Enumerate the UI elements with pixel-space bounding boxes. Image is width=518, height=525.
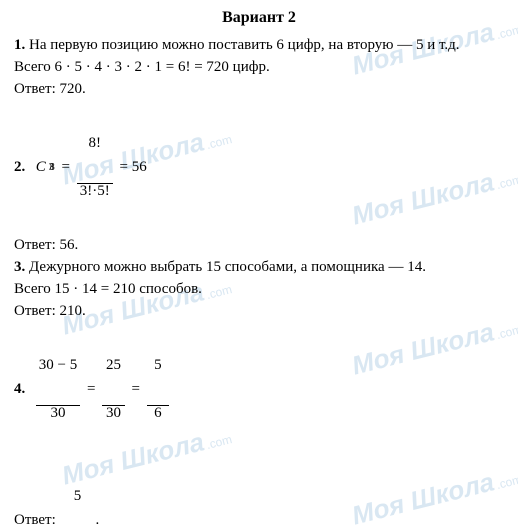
p3-answer: Ответ: 210. xyxy=(14,301,504,323)
p4-ans-pre: Ответ: xyxy=(14,510,63,525)
p1-line1: 1. На первую позицию можно поставить 6 ц… xyxy=(14,35,504,57)
p2-C: C xyxy=(36,157,46,179)
p2-sub: 8 xyxy=(50,161,55,176)
p3-line1: 3. Дежурного можно выбрать 15 способами,… xyxy=(14,257,504,279)
p2-eq1: = xyxy=(58,157,74,179)
p1-text1: На первую позицию можно поставить 6 цифр… xyxy=(25,37,459,53)
p4-ans-post: . xyxy=(92,510,100,525)
p4-answer: Ответ: 5 6 . xyxy=(14,457,504,525)
p4-f2d: 30 xyxy=(102,405,125,422)
p4-eq2: = xyxy=(128,379,144,401)
p1-num: 1. xyxy=(14,37,25,53)
p2-frac1-den: 3!·5! xyxy=(77,183,113,200)
p4-f2n: 25 xyxy=(102,358,125,374)
p4-f3n: 5 xyxy=(147,358,170,374)
p4-eq1: = xyxy=(83,379,99,401)
title: Вариант 2 xyxy=(14,6,504,29)
p4-f3d: 6 xyxy=(147,405,170,422)
p4-frac2: 25 30 xyxy=(102,326,125,453)
page: Вариант 2 1. На первую позицию можно пос… xyxy=(0,0,518,525)
p4-num: 4. xyxy=(14,379,33,401)
p4-f1d: 30 xyxy=(36,405,80,422)
p2-frac1-num: 8! xyxy=(77,136,113,152)
p4-f1n: 30 − 5 xyxy=(36,358,80,374)
p4-line1: 4. 30 − 5 30 = 25 30 = 5 6 xyxy=(14,326,504,453)
p4-frac3: 5 6 xyxy=(147,326,170,453)
p3-line2: Всего 15 · 14 = 210 способов. xyxy=(14,279,504,301)
p1-answer: Ответ: 720. xyxy=(14,79,504,101)
p2-num: 2. xyxy=(14,157,33,179)
p3-num: 3. xyxy=(14,259,25,275)
p2-eq2: = 56 xyxy=(116,157,147,179)
p2-line1: 2. C38 = 8! 3!·5! = 56 xyxy=(14,104,504,231)
p4-ans-frac: 5 6 xyxy=(66,457,89,525)
p3-text1: Дежурного можно выбрать 15 способами, а … xyxy=(25,259,426,275)
p2-frac1: 8! 3!·5! xyxy=(77,104,113,231)
p4-ans-fn: 5 xyxy=(66,489,89,505)
p1-line2: Всего 6 · 5 · 4 · 3 · 2 · 1 = 6! = 720 ц… xyxy=(14,57,504,79)
p4-frac1: 30 − 5 30 xyxy=(36,326,80,453)
p2-answer: Ответ: 56. xyxy=(14,235,504,257)
